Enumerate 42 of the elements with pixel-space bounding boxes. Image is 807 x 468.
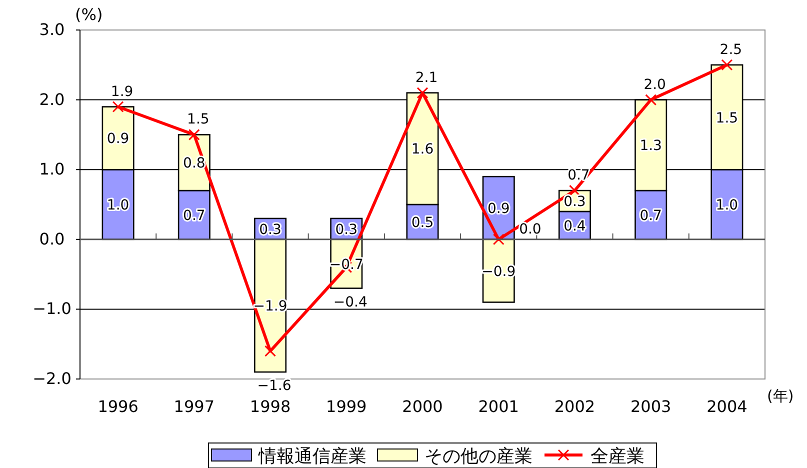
data-label: 2.5 <box>720 42 742 58</box>
data-label: 0.3 <box>564 194 586 210</box>
y-tick-label: 3.0 <box>39 20 65 39</box>
x-tick-label: 2001 <box>478 397 519 416</box>
data-label: 0.7 <box>183 208 206 224</box>
data-label: 0.3 <box>259 222 282 238</box>
data-label: 0.7 <box>640 208 662 224</box>
y-tick-label: −1.0 <box>32 299 72 318</box>
data-label: 0.0 <box>519 221 542 238</box>
x-tick-label: 1996 <box>98 397 138 416</box>
data-label: 1.0 <box>106 198 130 214</box>
data-label: 0.9 <box>487 200 510 217</box>
data-label: 1.0 <box>716 198 738 214</box>
y-tick-label: 2.0 <box>39 90 65 109</box>
x-tick-label: 1999 <box>326 397 367 416</box>
data-label: 1.6 <box>411 142 434 158</box>
legend-label: その他の産業 <box>424 446 532 467</box>
x-tick-label: 1997 <box>174 397 215 416</box>
x-tick-label: 1998 <box>250 397 291 416</box>
data-label: 2.0 <box>644 76 666 93</box>
x-axis-title: (年) <box>767 387 794 405</box>
data-label: 1.3 <box>640 138 662 154</box>
data-label: 2.1 <box>415 70 438 86</box>
x-tick-label: 2002 <box>554 397 596 416</box>
y-axis-title: (%) <box>75 5 103 24</box>
x-tick-label: 2004 <box>706 397 748 416</box>
legend-label: 情報通信産業 <box>258 446 366 467</box>
data-label: 0.3 <box>335 222 358 238</box>
data-label: −1.6 <box>257 378 292 394</box>
legend-label: 全産業 <box>590 446 644 467</box>
data-label: 1.9 <box>110 84 134 100</box>
data-label: 0.4 <box>564 218 586 234</box>
data-label: 0.5 <box>411 214 434 231</box>
y-tick-label: 1.0 <box>39 160 65 179</box>
x-tick-label: 2000 <box>402 397 443 416</box>
data-label: −0.4 <box>333 294 368 310</box>
y-tick-label: −2.0 <box>32 369 72 388</box>
data-label: 1.5 <box>187 112 210 128</box>
data-label: 0.9 <box>106 131 130 148</box>
y-tick-label: 0.0 <box>39 229 65 248</box>
data-label: 1.5 <box>716 110 738 126</box>
x-tick-label: 2003 <box>630 397 672 416</box>
